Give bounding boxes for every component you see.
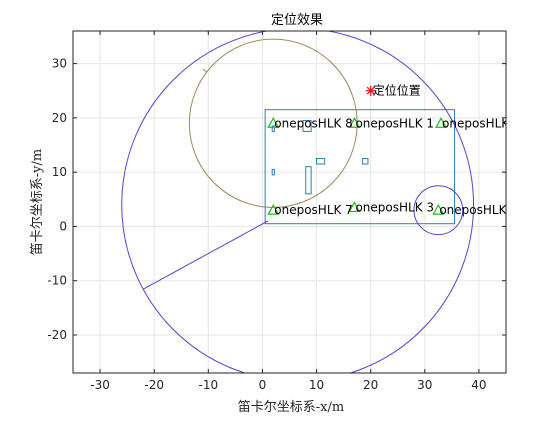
- y-tick-label: 30: [52, 57, 67, 71]
- room-outline: [264, 109, 456, 225]
- y-tick-label: -10: [47, 274, 67, 288]
- y-tick-label: 10: [52, 165, 67, 179]
- station-marker: [348, 201, 361, 213]
- y-tick-label: 20: [52, 111, 67, 125]
- tick-labels: -30 -20 -10 0 10 20 30 40 -20 -10 0 10 20 30: [47, 57, 486, 392]
- range-radius-line: [142, 220, 269, 290]
- station-marker: [348, 117, 361, 128]
- range-circle: [413, 185, 464, 236]
- furniture-item: [302, 120, 312, 132]
- x-tick-label: 20: [363, 378, 378, 392]
- chart-title: 定位效果: [271, 13, 323, 28]
- station-label: oneposHLK 3: [355, 200, 434, 214]
- x-tick-label: -10: [199, 378, 219, 392]
- station-marker: [267, 203, 280, 215]
- x-tick-label: 0: [259, 378, 267, 392]
- station-label: oneposHLK 8: [274, 116, 353, 130]
- x-tick-label: -20: [144, 378, 164, 392]
- range-radius-line: [450, 188, 453, 190]
- station-label: oneposHLK 5: [439, 203, 518, 217]
- x-tick-label: -30: [90, 378, 110, 392]
- station-marker: [432, 203, 445, 215]
- station-marker: [435, 117, 448, 128]
- furniture-item: [305, 166, 312, 195]
- furniture-item: [271, 125, 275, 132]
- x-tick-label: 40: [471, 378, 486, 392]
- station-label: oneposHLK 2: [442, 116, 521, 130]
- x-tick-label: 30: [417, 378, 432, 392]
- range-circle: [121, 31, 474, 373]
- y-tick-label: -20: [47, 328, 67, 342]
- position-star-d2: [366, 86, 375, 95]
- position-label: 定位位置: [373, 83, 421, 98]
- furniture-item: [271, 168, 275, 176]
- y-axis-label: 笛卡尔坐标系-y/m: [29, 149, 45, 255]
- furniture-item: [362, 158, 369, 165]
- station-label: oneposHLK 7: [274, 203, 353, 217]
- y-tick-label: 0: [59, 219, 67, 233]
- axes-frame: [72, 30, 507, 374]
- furniture-item: [316, 158, 326, 165]
- station-label: oneposHLK 1: [355, 116, 434, 130]
- axes-box: [72, 30, 507, 374]
- x-tick-label: 10: [309, 378, 324, 392]
- grid-lines: [73, 31, 506, 373]
- x-axis-label: 笛卡尔坐标系-x/m: [238, 399, 344, 415]
- station-marker: [267, 117, 280, 128]
- range-radius-line: [202, 68, 208, 73]
